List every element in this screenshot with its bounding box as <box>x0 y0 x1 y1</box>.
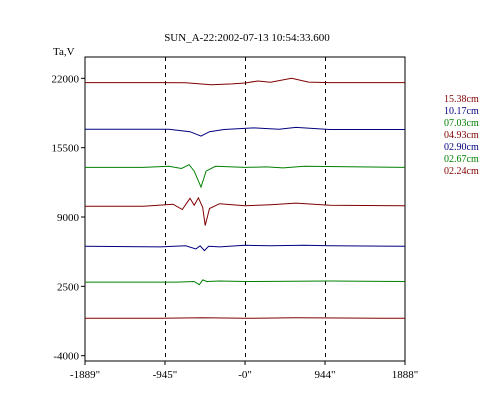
legend-entry: 15.38cm <box>444 94 479 105</box>
dashed-reference-lines <box>165 57 326 361</box>
series-line <box>85 317 406 319</box>
series-line <box>85 196 406 226</box>
y-ticks: 22000 15500 9000 2500 -4000 <box>52 73 85 363</box>
y-tick-label: 22000 <box>52 73 80 85</box>
series-line <box>85 279 406 286</box>
series-line <box>84 244 406 252</box>
legend-entry: 02.24cm <box>444 166 479 177</box>
x-tick-label: -945" <box>153 369 178 381</box>
legend-entry: 04.93cm <box>444 130 479 141</box>
x-ticks: -1889" -945" -0" 944" 1888" <box>70 361 418 381</box>
x-tick-label: 1888" <box>392 369 419 381</box>
legend-entry: 10.17cm <box>444 106 479 117</box>
x-tick-label: -0" <box>238 369 252 381</box>
chart-title: SUN_A-22:2002-07-13 10:54:33.600 <box>164 32 330 44</box>
x-tick-label: 944" <box>315 369 336 381</box>
y-tick-label: 2500 <box>57 281 80 293</box>
y-tick-label: 9000 <box>57 212 80 224</box>
legend-entry: 02.67cm <box>444 154 479 165</box>
series-line <box>85 126 405 137</box>
y-tick-label: -4000 <box>53 351 79 363</box>
legend-entry: 02.90cm <box>444 142 479 153</box>
series-group <box>84 77 406 319</box>
series-line <box>85 164 406 189</box>
x-tick-label: -1889" <box>70 369 100 381</box>
y-tick-label: 15500 <box>52 143 80 155</box>
series-line <box>85 77 405 86</box>
y-axis-label: Ta,V <box>53 46 75 58</box>
legend: 15.38cm 10.17cm 07.03cm 04.93cm 02.90cm 02.67… <box>444 94 479 178</box>
legend-entry: 07.03cm <box>444 118 479 129</box>
